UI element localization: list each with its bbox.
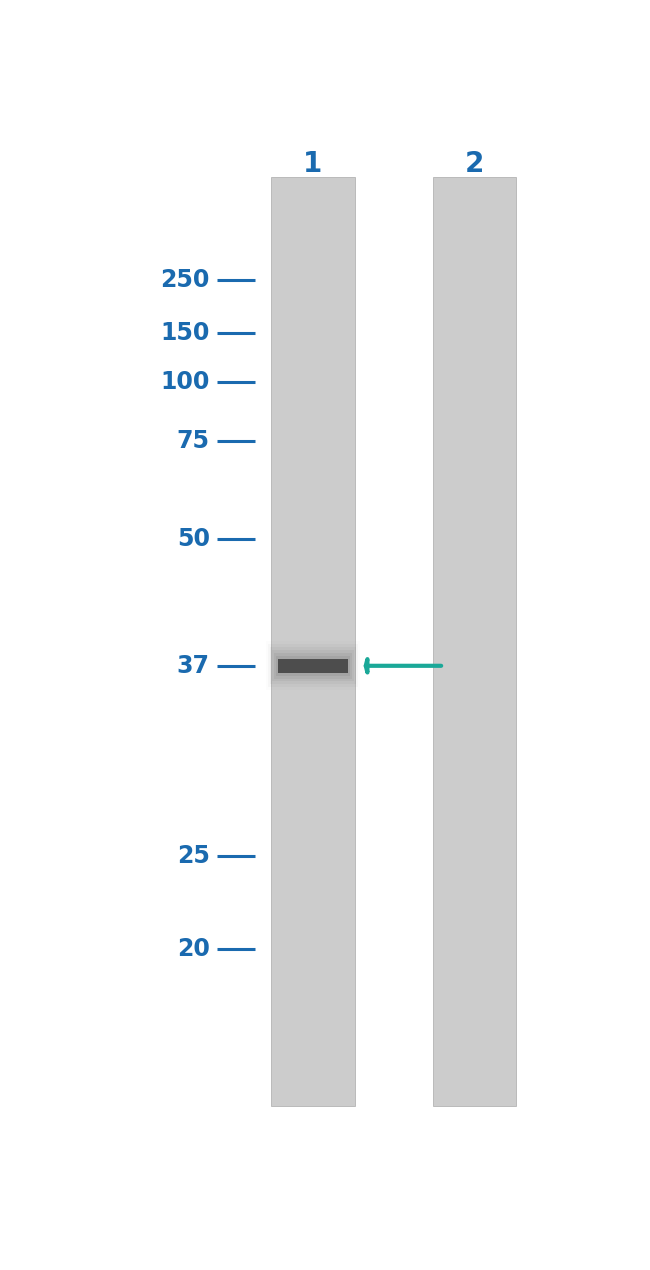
Bar — [272, 650, 354, 682]
Text: 100: 100 — [161, 371, 210, 394]
Text: 20: 20 — [177, 937, 210, 961]
Text: 2: 2 — [465, 150, 484, 178]
Bar — [272, 177, 354, 1106]
Text: 37: 37 — [177, 654, 210, 678]
Bar — [266, 641, 360, 691]
Text: 1: 1 — [304, 150, 322, 178]
Bar — [268, 644, 358, 687]
Bar — [433, 177, 515, 1106]
Text: 50: 50 — [177, 527, 210, 551]
Bar — [270, 648, 356, 685]
Text: 25: 25 — [177, 845, 210, 869]
Text: 75: 75 — [177, 429, 210, 453]
Bar — [276, 657, 350, 676]
Text: 150: 150 — [161, 321, 210, 345]
Bar — [278, 659, 348, 673]
Bar — [274, 653, 352, 678]
Text: 250: 250 — [161, 268, 210, 292]
